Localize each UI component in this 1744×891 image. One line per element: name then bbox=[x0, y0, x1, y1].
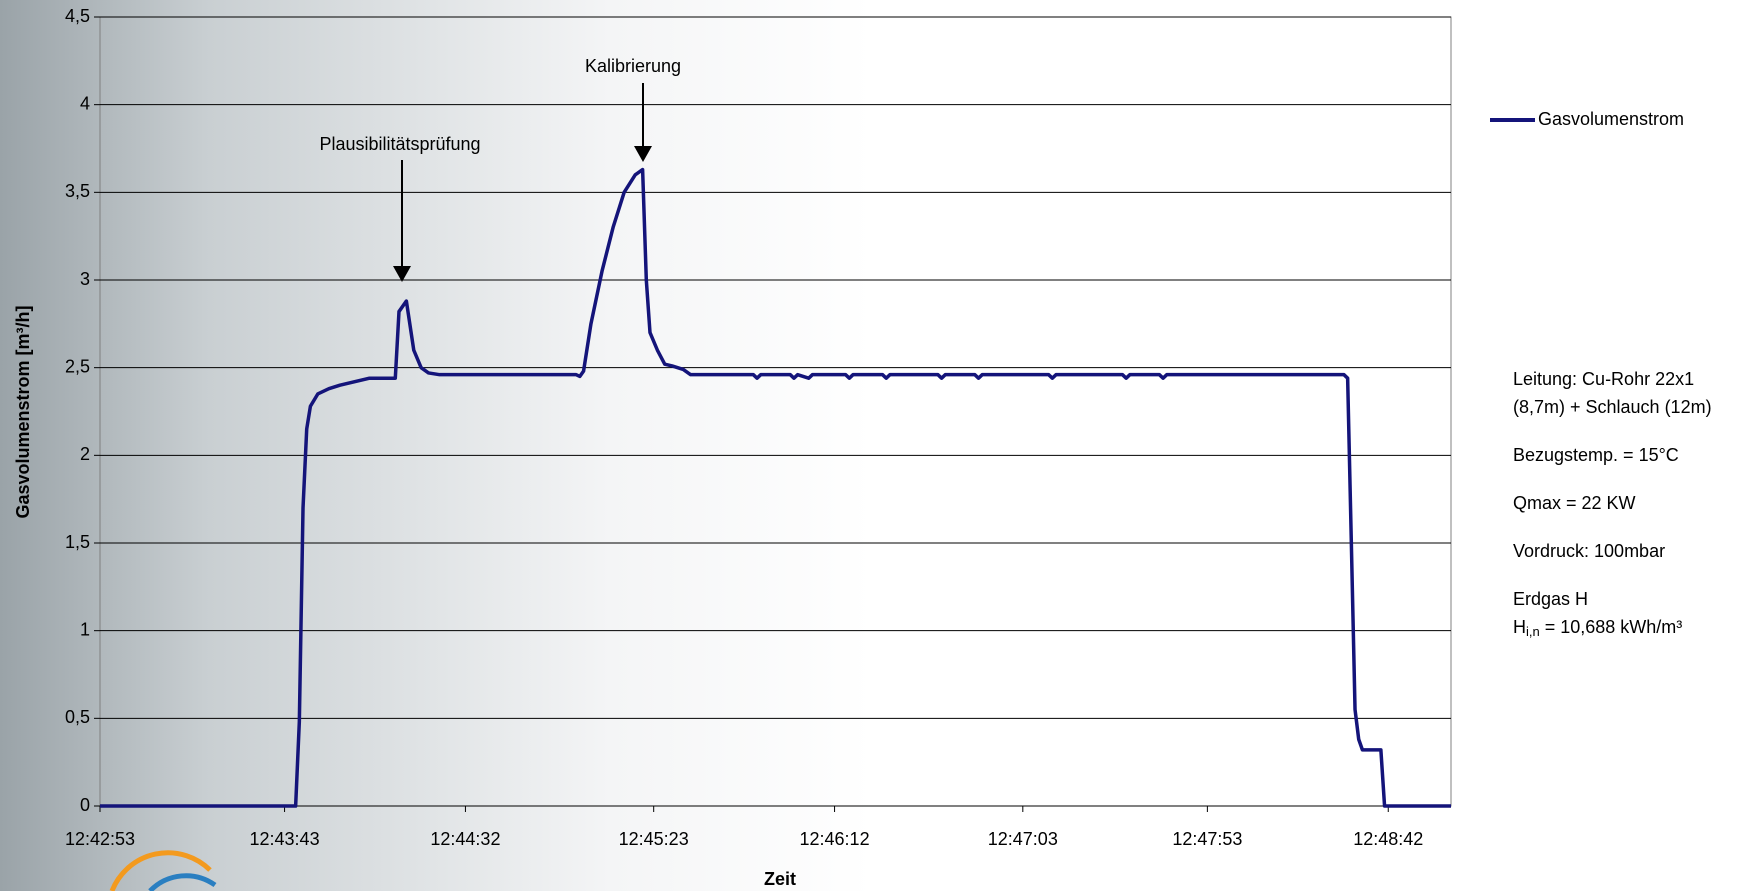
x-tick-label: 12:42:53 bbox=[65, 829, 135, 849]
annotation: Plausibilitätsprüfung bbox=[319, 134, 480, 154]
y-tick-label: 4,5 bbox=[65, 6, 90, 26]
chart: Zeit Gasvolumenstrom [m³/h] 0 0,5 1 1,5 2 2,5… bbox=[0, 0, 1744, 891]
annotation: Kalibrierung bbox=[585, 56, 681, 76]
x-tick-label: 12:44:32 bbox=[430, 829, 500, 849]
y-tick-label: 3 bbox=[80, 269, 90, 289]
note: Vordruck: 100mbar bbox=[1513, 541, 1665, 561]
legend-label: Gasvolumenstrom bbox=[1538, 109, 1684, 129]
y-tick-label: 1,5 bbox=[65, 532, 90, 552]
note-text: = 10,688 kWh/m³ bbox=[1540, 617, 1683, 637]
y-axis-title: Gasvolumenstrom [m³/h] bbox=[13, 305, 33, 518]
y-tick-label: 0 bbox=[80, 795, 90, 815]
x-tick-label: 12:47:53 bbox=[1172, 829, 1242, 849]
note: Leitung: Cu-Rohr 22x1 bbox=[1513, 369, 1694, 389]
x-axis-title: Zeit bbox=[764, 869, 796, 889]
note: Erdgas H bbox=[1513, 589, 1588, 609]
y-tick-label: 4 bbox=[80, 93, 90, 113]
x-tick-label: 12:45:23 bbox=[619, 829, 689, 849]
x-tick-label: 12:43:43 bbox=[250, 829, 320, 849]
note: Qmax = 22 KW bbox=[1513, 493, 1636, 513]
x-tick-label: 12:46:12 bbox=[800, 829, 870, 849]
y-tick-label: 0,5 bbox=[65, 707, 90, 727]
y-tick-label: 1 bbox=[80, 619, 90, 639]
background bbox=[0, 0, 1744, 891]
note-symbol: H bbox=[1513, 617, 1526, 637]
note: Bezugstemp. = 15°C bbox=[1513, 445, 1679, 465]
x-tick-label: 12:47:03 bbox=[988, 829, 1058, 849]
x-tick-label: 12:48:42 bbox=[1353, 829, 1423, 849]
note: (8,7m) + Schlauch (12m) bbox=[1513, 397, 1712, 417]
y-tick-label: 2 bbox=[80, 444, 90, 464]
note-subscript: i,n bbox=[1526, 624, 1540, 639]
y-tick-label: 3,5 bbox=[65, 181, 90, 201]
y-tick-label: 2,5 bbox=[65, 356, 90, 376]
